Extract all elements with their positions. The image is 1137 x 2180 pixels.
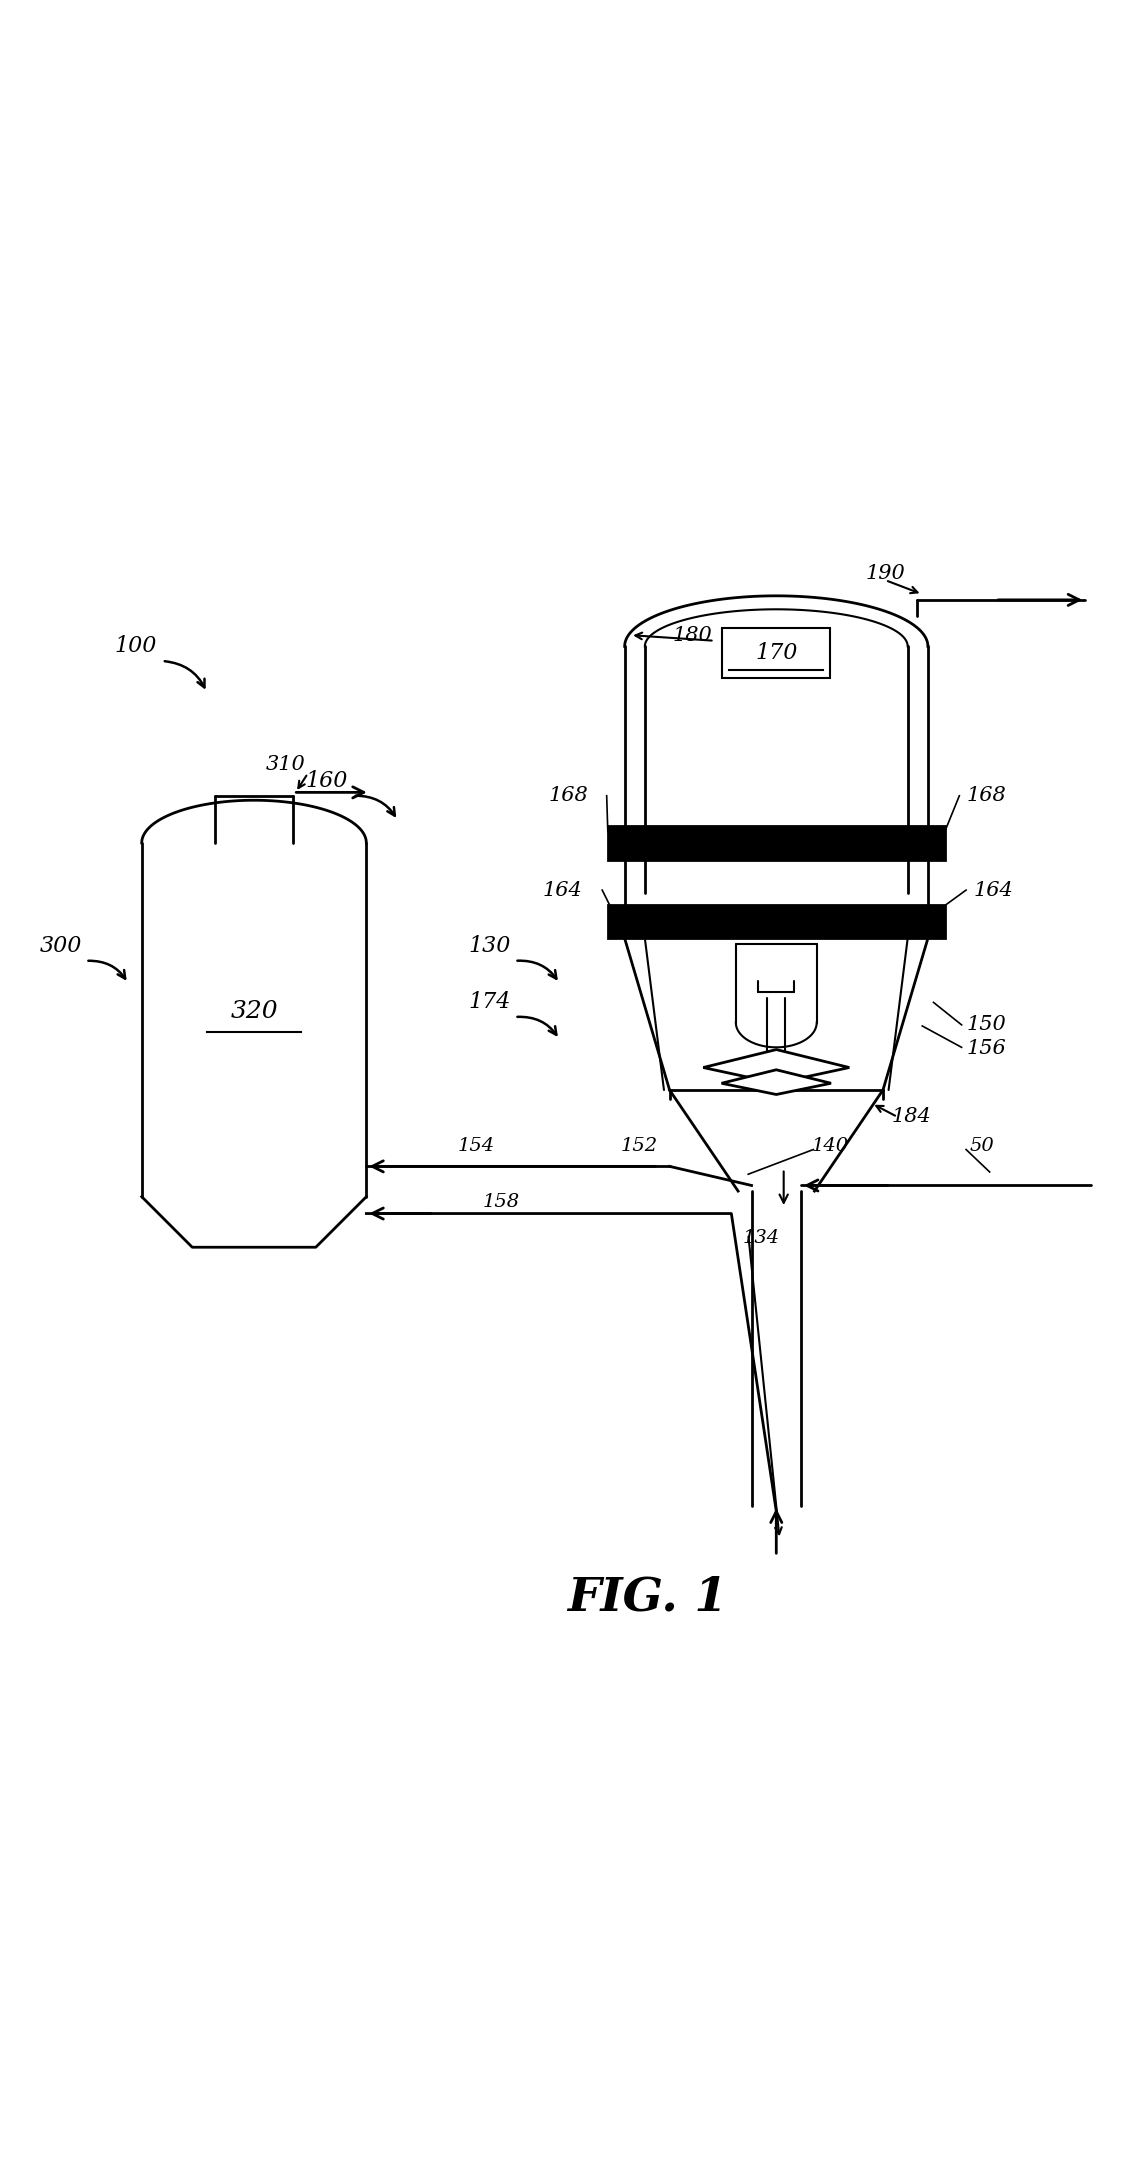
Polygon shape <box>704 1049 849 1083</box>
Text: 300: 300 <box>40 935 82 957</box>
Text: 130: 130 <box>468 935 511 957</box>
Text: 154: 154 <box>458 1138 495 1155</box>
Text: 174: 174 <box>468 992 511 1014</box>
Bar <box>722 628 830 678</box>
Bar <box>608 826 945 859</box>
Text: 190: 190 <box>865 565 905 582</box>
Text: 320: 320 <box>230 1001 277 1022</box>
Text: 100: 100 <box>115 634 157 658</box>
Text: 158: 158 <box>482 1192 520 1212</box>
Text: 180: 180 <box>672 626 712 645</box>
Text: 140: 140 <box>812 1138 848 1155</box>
Text: 310: 310 <box>266 754 306 774</box>
Text: 184: 184 <box>891 1107 931 1127</box>
Text: 168: 168 <box>966 787 1006 804</box>
Text: 152: 152 <box>621 1138 658 1155</box>
Text: 168: 168 <box>549 787 588 804</box>
Text: 50: 50 <box>970 1138 994 1155</box>
Polygon shape <box>722 1070 831 1094</box>
Text: 170: 170 <box>755 643 797 665</box>
Text: 164: 164 <box>543 881 583 900</box>
Text: 160: 160 <box>306 770 348 791</box>
Bar <box>608 905 945 937</box>
Text: 156: 156 <box>966 1040 1006 1057</box>
Text: 150: 150 <box>966 1016 1006 1033</box>
Text: 164: 164 <box>973 881 1013 900</box>
Text: FIG. 1: FIG. 1 <box>567 1574 728 1620</box>
Text: 134: 134 <box>744 1230 780 1247</box>
